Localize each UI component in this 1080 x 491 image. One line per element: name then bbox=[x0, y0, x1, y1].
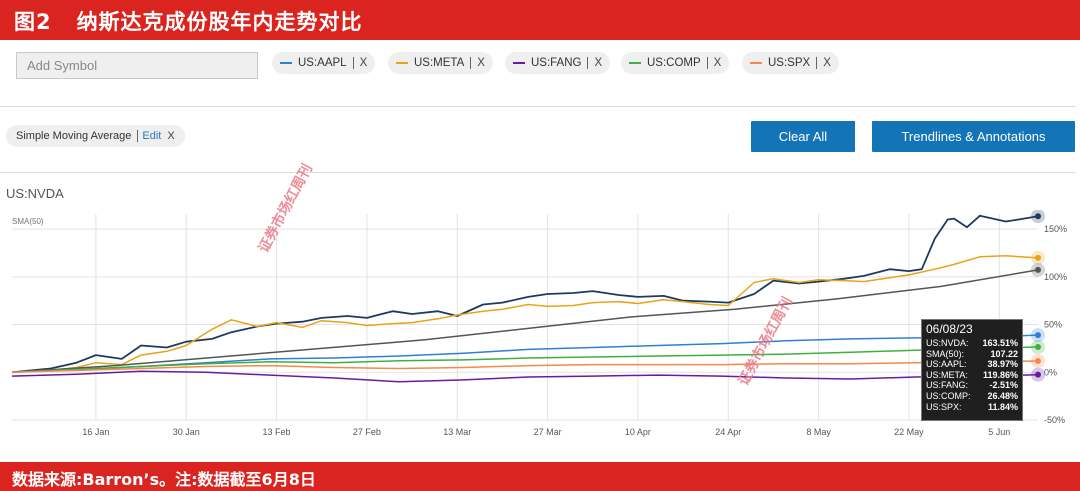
series-line-uscomp bbox=[11, 346, 1039, 374]
y-tick-label: 0% bbox=[1044, 367, 1057, 377]
series-end-point bbox=[1035, 254, 1041, 261]
chip-spx[interactable]: US:SPX X bbox=[742, 52, 839, 74]
tooltip-row: US:FANG: -2.51% bbox=[926, 380, 1018, 391]
tooltip-row: US:SPX: 11.84% bbox=[926, 401, 1018, 412]
y-tick-label: 150% bbox=[1044, 224, 1067, 234]
line-swatch-icon bbox=[280, 62, 292, 64]
series-line-usnvda bbox=[11, 214, 1039, 374]
line-swatch-icon bbox=[513, 62, 525, 64]
tooltip-date: 06/08/23 bbox=[926, 322, 973, 336]
divider bbox=[0, 106, 1076, 107]
footer-note: 数据来源:Barron’s。注:数据截至6月8日 bbox=[12, 470, 316, 489]
series-end-point bbox=[1035, 266, 1041, 273]
data-tooltip: 06/08/23 US:NVDA: 163.51% SMA(50): 107.22 … bbox=[921, 319, 1023, 421]
x-tick-label: 5 Jun bbox=[988, 427, 1010, 437]
chip-label: US:META bbox=[414, 57, 465, 69]
x-tick-label: 22 May bbox=[894, 427, 924, 437]
tooltip-row: US:AAPL: 38.97% bbox=[926, 359, 1018, 370]
series-line-usaapl bbox=[11, 334, 1039, 374]
x-tick-label: 16 Jan bbox=[82, 427, 109, 437]
header-bar: 图2 纳斯达克成份股年内走势对比 bbox=[0, 0, 1080, 40]
x-tick-label: 13 Mar bbox=[443, 427, 471, 437]
series-end-point bbox=[1035, 357, 1041, 364]
chip-label: US:COMP bbox=[647, 57, 701, 69]
y-tick-label: 50% bbox=[1044, 320, 1062, 330]
divider bbox=[0, 172, 1076, 173]
series-end-point bbox=[1035, 213, 1041, 220]
x-tick-label: 27 Feb bbox=[353, 427, 381, 437]
clear-all-button[interactable]: Clear All bbox=[751, 121, 855, 152]
series-line-sma50 bbox=[11, 269, 1039, 374]
series-end-point bbox=[1035, 343, 1041, 350]
indicator-label: Simple Moving Average bbox=[16, 130, 132, 142]
chip-aapl[interactable]: US:AAPL X bbox=[272, 52, 376, 74]
sma-caption: SMA(50) bbox=[12, 217, 44, 226]
chip-label: US:SPX bbox=[768, 57, 811, 69]
series-line-usfang bbox=[11, 370, 1039, 383]
tooltip-row: US:NVDA: 163.51% bbox=[926, 338, 1018, 348]
indicator-edit-link[interactable]: Edit bbox=[137, 130, 161, 142]
x-tick-label: 27 Mar bbox=[534, 427, 562, 437]
series-line-usmeta bbox=[11, 255, 1039, 374]
x-tick-label: 13 Feb bbox=[263, 427, 291, 437]
header-title: 图2 纳斯达克成份股年内走势对比 bbox=[14, 10, 363, 34]
add-symbol-input[interactable]: Add Symbol bbox=[16, 52, 258, 79]
y-tick-label: -50% bbox=[1044, 415, 1065, 425]
y-tick-label: 100% bbox=[1044, 272, 1067, 282]
series-line-usspx bbox=[11, 360, 1039, 374]
close-icon[interactable]: X bbox=[352, 57, 367, 69]
line-swatch-icon bbox=[629, 62, 641, 64]
line-swatch-icon bbox=[396, 62, 408, 64]
chip-label: US:AAPL bbox=[298, 57, 347, 69]
tooltip-row: US:META: 119.86% bbox=[926, 369, 1018, 380]
series-end-point bbox=[1035, 371, 1041, 378]
trendlines-annotations-button[interactable]: Trendlines & Annotations bbox=[872, 121, 1075, 152]
tooltip-row: SMA(50): 107.22 bbox=[926, 348, 1018, 359]
indicator-chip[interactable]: Simple Moving Average Edit X bbox=[6, 125, 185, 147]
chip-comp[interactable]: US:COMP X bbox=[621, 52, 730, 74]
tooltip-row: US:COMP: 26.48% bbox=[926, 390, 1018, 401]
chip-fang[interactable]: US:FANG X bbox=[505, 52, 611, 74]
close-icon[interactable]: X bbox=[587, 57, 602, 69]
close-icon[interactable]: X bbox=[706, 57, 721, 69]
line-chart: SMA(50) 150% 100% 50% 0% -50% 16 Jan 30 Jan 13 F… bbox=[11, 210, 1067, 437]
symbol-title: US:NVDA bbox=[6, 186, 64, 201]
x-tick-label: 8 May bbox=[806, 427, 831, 437]
footer-bar: 数据来源:Barron’s。注:数据截至6月8日 bbox=[0, 462, 1080, 491]
x-tick-label: 10 Apr bbox=[625, 427, 651, 437]
chip-meta[interactable]: US:META X bbox=[388, 52, 493, 74]
close-icon[interactable]: X bbox=[167, 130, 175, 142]
line-swatch-icon bbox=[750, 62, 762, 64]
close-icon[interactable]: X bbox=[470, 57, 485, 69]
x-tick-label: 30 Jan bbox=[173, 427, 200, 437]
series-end-point bbox=[1035, 332, 1041, 339]
chip-label: US:FANG bbox=[531, 57, 582, 69]
close-icon[interactable]: X bbox=[816, 57, 831, 69]
x-tick-label: 24 Apr bbox=[715, 427, 741, 437]
